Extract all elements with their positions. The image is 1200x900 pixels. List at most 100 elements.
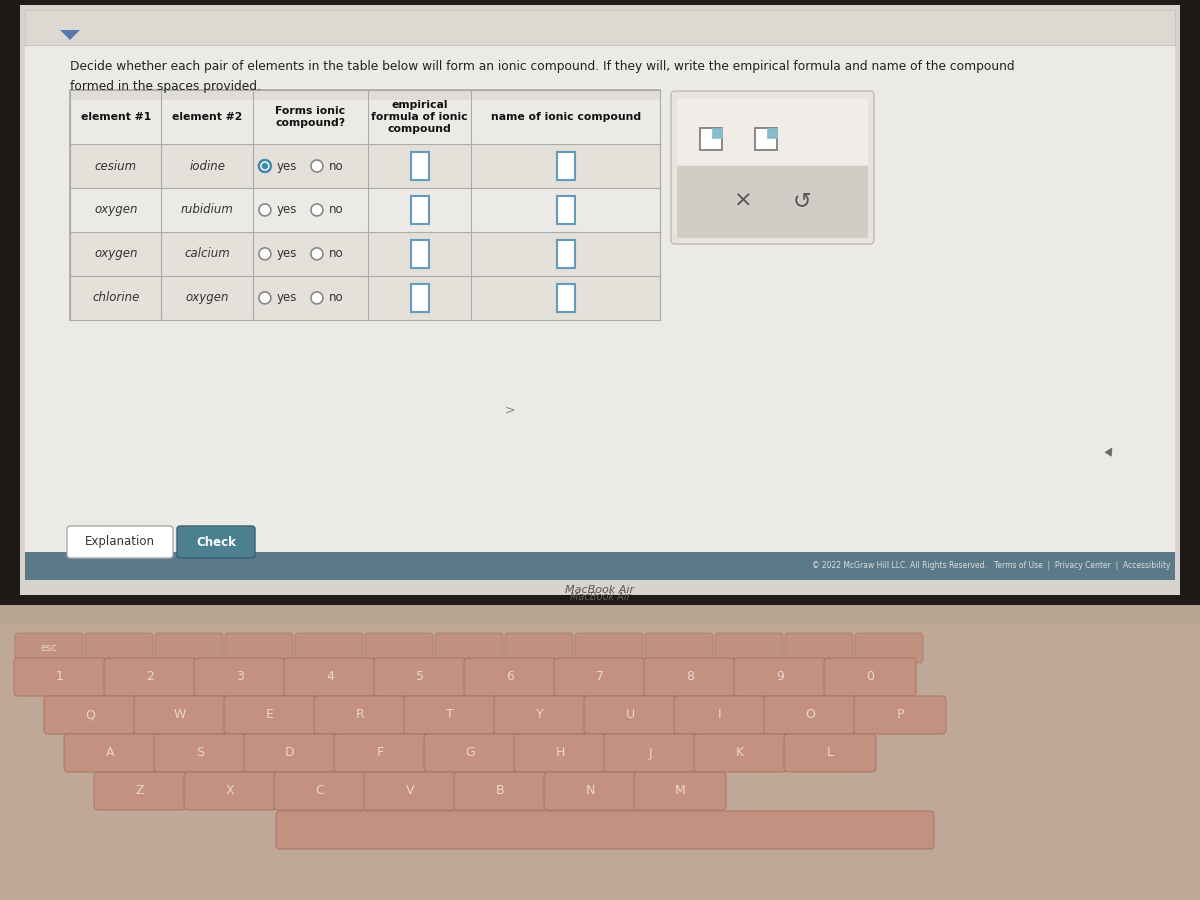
Polygon shape: [60, 30, 80, 40]
FancyBboxPatch shape: [94, 772, 186, 810]
Text: Explanation: Explanation: [85, 536, 155, 548]
Text: P: P: [896, 708, 904, 722]
FancyBboxPatch shape: [284, 658, 376, 696]
Text: 0: 0: [866, 670, 874, 683]
Text: 7: 7: [596, 670, 604, 683]
FancyBboxPatch shape: [67, 526, 173, 558]
Bar: [0, 610, 1200, 900]
FancyBboxPatch shape: [410, 152, 428, 180]
Text: L: L: [827, 746, 834, 760]
Text: chlorine: chlorine: [92, 292, 139, 304]
Bar: [0, 600, 1200, 620]
Text: G: G: [466, 746, 475, 760]
FancyBboxPatch shape: [184, 772, 276, 810]
Text: ▲: ▲: [1104, 444, 1116, 456]
Bar: [70, 232, 660, 275]
FancyBboxPatch shape: [155, 633, 223, 663]
Bar: [70, 90, 660, 320]
Bar: [767, 128, 778, 138]
Text: © 2022 McGraw Hill LLC. All Rights Reserved.   Terms of Use  |  Privacy Center  : © 2022 McGraw Hill LLC. All Rights Reser…: [811, 562, 1170, 571]
Text: 5: 5: [416, 670, 424, 683]
Text: cesium: cesium: [95, 159, 137, 173]
Text: yes: yes: [277, 292, 298, 304]
Text: U: U: [625, 708, 635, 722]
Text: V: V: [406, 785, 414, 797]
FancyBboxPatch shape: [14, 658, 106, 696]
FancyBboxPatch shape: [505, 633, 574, 663]
FancyBboxPatch shape: [334, 734, 426, 772]
Circle shape: [259, 248, 271, 260]
FancyBboxPatch shape: [557, 284, 575, 312]
Circle shape: [259, 204, 271, 216]
FancyBboxPatch shape: [374, 658, 466, 696]
Text: 6: 6: [506, 670, 514, 683]
FancyBboxPatch shape: [715, 633, 784, 663]
FancyBboxPatch shape: [694, 734, 786, 772]
FancyBboxPatch shape: [854, 633, 923, 663]
FancyBboxPatch shape: [365, 633, 433, 663]
Text: no: no: [329, 292, 343, 304]
FancyBboxPatch shape: [410, 196, 428, 224]
Bar: [25, 552, 1175, 580]
Text: oxygen: oxygen: [94, 203, 138, 216]
Text: X: X: [226, 785, 234, 797]
Text: >: >: [505, 403, 515, 417]
Text: yes: yes: [277, 159, 298, 173]
Bar: [70, 188, 660, 232]
FancyBboxPatch shape: [464, 658, 556, 696]
Text: Check: Check: [196, 536, 236, 548]
Text: element #2: element #2: [172, 112, 242, 122]
Text: B: B: [496, 785, 504, 797]
FancyBboxPatch shape: [134, 696, 226, 734]
Text: Y: Y: [536, 708, 544, 722]
FancyBboxPatch shape: [644, 658, 736, 696]
FancyBboxPatch shape: [104, 658, 196, 696]
Text: name of ionic compound: name of ionic compound: [491, 112, 641, 122]
Bar: [70, 231, 660, 275]
Text: Q: Q: [85, 708, 95, 722]
FancyBboxPatch shape: [44, 696, 136, 734]
Text: S: S: [196, 746, 204, 760]
Text: W: W: [174, 708, 186, 722]
Text: Forms ionic
compound?: Forms ionic compound?: [275, 106, 346, 128]
Bar: [70, 144, 660, 188]
Text: rubidium: rubidium: [181, 203, 234, 216]
FancyBboxPatch shape: [554, 658, 646, 696]
FancyBboxPatch shape: [314, 696, 406, 734]
FancyBboxPatch shape: [194, 658, 286, 696]
Circle shape: [311, 160, 323, 172]
Bar: [25, 10, 1175, 45]
Bar: [712, 128, 722, 138]
Text: Decide whether each pair of elements in the table below will form an ionic compo: Decide whether each pair of elements in …: [70, 60, 1015, 73]
FancyBboxPatch shape: [64, 734, 156, 772]
Bar: [70, 275, 660, 320]
Text: K: K: [736, 746, 744, 760]
Text: esc: esc: [41, 643, 58, 653]
FancyBboxPatch shape: [244, 734, 336, 772]
Text: R: R: [355, 708, 365, 722]
FancyBboxPatch shape: [274, 772, 366, 810]
FancyBboxPatch shape: [410, 240, 428, 268]
Bar: [677, 166, 868, 238]
Text: empirical
formula of ionic
compound: empirical formula of ionic compound: [371, 100, 468, 134]
Text: E: E: [266, 708, 274, 722]
FancyBboxPatch shape: [364, 772, 456, 810]
Bar: [0, 0, 1200, 605]
FancyBboxPatch shape: [494, 696, 586, 734]
FancyBboxPatch shape: [295, 633, 364, 663]
FancyBboxPatch shape: [404, 696, 496, 734]
Text: yes: yes: [277, 248, 298, 260]
FancyBboxPatch shape: [557, 240, 575, 268]
Text: no: no: [329, 248, 343, 260]
Circle shape: [311, 292, 323, 304]
FancyBboxPatch shape: [557, 196, 575, 224]
Text: formed in the spaces provided.: formed in the spaces provided.: [70, 80, 260, 93]
Text: J: J: [648, 746, 652, 760]
FancyBboxPatch shape: [276, 811, 934, 849]
Text: MacBook Air: MacBook Air: [565, 585, 635, 595]
FancyBboxPatch shape: [557, 152, 575, 180]
Bar: [70, 144, 660, 188]
Bar: [677, 98, 868, 165]
FancyBboxPatch shape: [454, 772, 546, 810]
Text: 8: 8: [686, 670, 694, 683]
